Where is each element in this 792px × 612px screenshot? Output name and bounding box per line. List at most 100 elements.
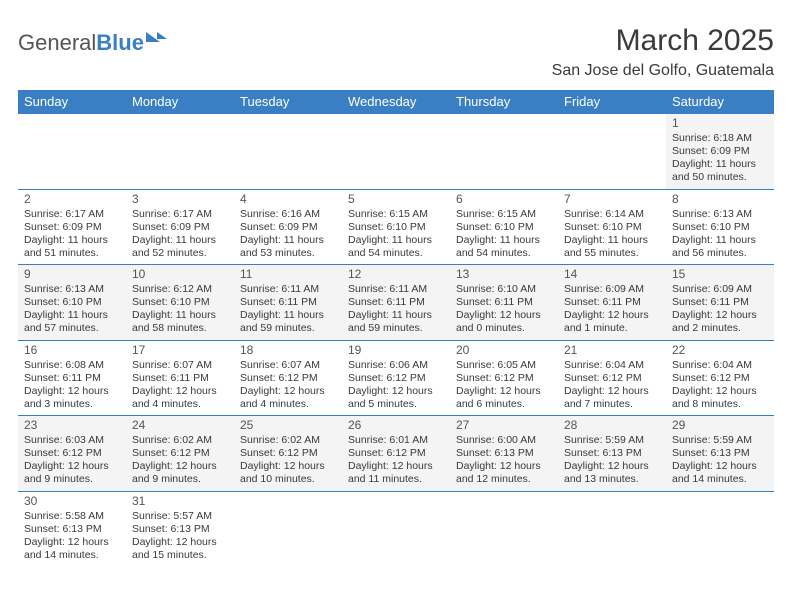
col-tue: Tuesday — [234, 90, 342, 114]
day-cell — [342, 491, 450, 566]
day-cell: 6Sunrise: 6:15 AMSunset: 6:10 PMDaylight… — [450, 189, 558, 265]
sunset-text: Sunset: 6:11 PM — [672, 296, 768, 309]
day-cell — [450, 491, 558, 566]
logo-text-2: Blue — [96, 30, 144, 56]
day-number: 11 — [240, 267, 336, 282]
day-cell: 17Sunrise: 6:07 AMSunset: 6:11 PMDayligh… — [126, 340, 234, 416]
daylight-text: Daylight: 11 hours and 54 minutes. — [456, 234, 552, 260]
day-cell: 14Sunrise: 6:09 AMSunset: 6:11 PMDayligh… — [558, 265, 666, 341]
daylight-text: Daylight: 11 hours and 50 minutes. — [672, 158, 768, 184]
logo-flag-icon-2 — [157, 32, 167, 39]
day-number: 13 — [456, 267, 552, 282]
sunrise-text: Sunrise: 5:58 AM — [24, 510, 120, 523]
header: GeneralBlue March 2025 San Jose del Golf… — [18, 24, 774, 80]
col-wed: Wednesday — [342, 90, 450, 114]
day-cell: 24Sunrise: 6:02 AMSunset: 6:12 PMDayligh… — [126, 416, 234, 492]
day-number: 18 — [240, 343, 336, 358]
day-number: 16 — [24, 343, 120, 358]
day-cell: 15Sunrise: 6:09 AMSunset: 6:11 PMDayligh… — [666, 265, 774, 341]
col-thu: Thursday — [450, 90, 558, 114]
sunrise-text: Sunrise: 6:11 AM — [240, 283, 336, 296]
sunrise-text: Sunrise: 6:17 AM — [132, 208, 228, 221]
day-number: 1 — [672, 116, 768, 131]
day-cell: 13Sunrise: 6:10 AMSunset: 6:11 PMDayligh… — [450, 265, 558, 341]
daylight-text: Daylight: 11 hours and 51 minutes. — [24, 234, 120, 260]
sunrise-text: Sunrise: 6:04 AM — [672, 359, 768, 372]
daylight-text: Daylight: 12 hours and 15 minutes. — [132, 536, 228, 562]
daylight-text: Daylight: 12 hours and 8 minutes. — [672, 385, 768, 411]
day-number: 27 — [456, 418, 552, 433]
daylight-text: Daylight: 11 hours and 56 minutes. — [672, 234, 768, 260]
daylight-text: Daylight: 12 hours and 13 minutes. — [564, 460, 660, 486]
sunrise-text: Sunrise: 6:11 AM — [348, 283, 444, 296]
sunrise-text: Sunrise: 6:15 AM — [456, 208, 552, 221]
sunset-text: Sunset: 6:10 PM — [348, 221, 444, 234]
sunrise-text: Sunrise: 6:18 AM — [672, 132, 768, 145]
day-cell — [234, 114, 342, 190]
sunset-text: Sunset: 6:12 PM — [240, 372, 336, 385]
sunset-text: Sunset: 6:12 PM — [132, 447, 228, 460]
sunrise-text: Sunrise: 6:10 AM — [456, 283, 552, 296]
day-cell — [558, 114, 666, 190]
day-cell: 8Sunrise: 6:13 AMSunset: 6:10 PMDaylight… — [666, 189, 774, 265]
day-cell — [18, 114, 126, 190]
sunset-text: Sunset: 6:09 PM — [240, 221, 336, 234]
daylight-text: Daylight: 12 hours and 0 minutes. — [456, 309, 552, 335]
sunrise-text: Sunrise: 6:16 AM — [240, 208, 336, 221]
day-number: 31 — [132, 494, 228, 509]
daylight-text: Daylight: 11 hours and 52 minutes. — [132, 234, 228, 260]
sunset-text: Sunset: 6:10 PM — [456, 221, 552, 234]
day-cell: 3Sunrise: 6:17 AMSunset: 6:09 PMDaylight… — [126, 189, 234, 265]
day-number: 2 — [24, 192, 120, 207]
day-cell — [666, 491, 774, 566]
calendar-table: Sunday Monday Tuesday Wednesday Thursday… — [18, 90, 774, 566]
day-number: 30 — [24, 494, 120, 509]
daylight-text: Daylight: 12 hours and 3 minutes. — [24, 385, 120, 411]
month-title: March 2025 — [552, 24, 774, 58]
week-row: 23Sunrise: 6:03 AMSunset: 6:12 PMDayligh… — [18, 416, 774, 492]
day-cell: 26Sunrise: 6:01 AMSunset: 6:12 PMDayligh… — [342, 416, 450, 492]
day-cell: 4Sunrise: 6:16 AMSunset: 6:09 PMDaylight… — [234, 189, 342, 265]
sunset-text: Sunset: 6:09 PM — [24, 221, 120, 234]
daylight-text: Daylight: 12 hours and 14 minutes. — [672, 460, 768, 486]
day-number: 20 — [456, 343, 552, 358]
day-cell: 21Sunrise: 6:04 AMSunset: 6:12 PMDayligh… — [558, 340, 666, 416]
daylight-text: Daylight: 11 hours and 54 minutes. — [348, 234, 444, 260]
day-number: 17 — [132, 343, 228, 358]
daylight-text: Daylight: 12 hours and 9 minutes. — [132, 460, 228, 486]
sunset-text: Sunset: 6:11 PM — [456, 296, 552, 309]
week-row: 1Sunrise: 6:18 AMSunset: 6:09 PMDaylight… — [18, 114, 774, 190]
day-cell — [234, 491, 342, 566]
calendar-body: 1Sunrise: 6:18 AMSunset: 6:09 PMDaylight… — [18, 114, 774, 567]
sunset-text: Sunset: 6:13 PM — [24, 523, 120, 536]
day-cell: 20Sunrise: 6:05 AMSunset: 6:12 PMDayligh… — [450, 340, 558, 416]
col-fri: Friday — [558, 90, 666, 114]
day-cell: 10Sunrise: 6:12 AMSunset: 6:10 PMDayligh… — [126, 265, 234, 341]
sunset-text: Sunset: 6:13 PM — [456, 447, 552, 460]
day-number: 25 — [240, 418, 336, 433]
sunrise-text: Sunrise: 6:14 AM — [564, 208, 660, 221]
daylight-text: Daylight: 11 hours and 53 minutes. — [240, 234, 336, 260]
sunset-text: Sunset: 6:12 PM — [672, 372, 768, 385]
day-cell: 7Sunrise: 6:14 AMSunset: 6:10 PMDaylight… — [558, 189, 666, 265]
sunset-text: Sunset: 6:12 PM — [240, 447, 336, 460]
day-number: 9 — [24, 267, 120, 282]
daylight-text: Daylight: 12 hours and 1 minute. — [564, 309, 660, 335]
sunrise-text: Sunrise: 6:07 AM — [240, 359, 336, 372]
day-cell: 5Sunrise: 6:15 AMSunset: 6:10 PMDaylight… — [342, 189, 450, 265]
sunrise-text: Sunrise: 6:04 AM — [564, 359, 660, 372]
day-number: 28 — [564, 418, 660, 433]
sunrise-text: Sunrise: 5:57 AM — [132, 510, 228, 523]
day-cell — [450, 114, 558, 190]
sunset-text: Sunset: 6:10 PM — [672, 221, 768, 234]
sunrise-text: Sunrise: 6:17 AM — [24, 208, 120, 221]
sunset-text: Sunset: 6:12 PM — [564, 372, 660, 385]
day-cell: 11Sunrise: 6:11 AMSunset: 6:11 PMDayligh… — [234, 265, 342, 341]
day-number: 24 — [132, 418, 228, 433]
day-cell — [558, 491, 666, 566]
day-number: 29 — [672, 418, 768, 433]
day-cell: 30Sunrise: 5:58 AMSunset: 6:13 PMDayligh… — [18, 491, 126, 566]
location: San Jose del Golfo, Guatemala — [552, 62, 774, 80]
col-sun: Sunday — [18, 90, 126, 114]
sunrise-text: Sunrise: 6:09 AM — [672, 283, 768, 296]
